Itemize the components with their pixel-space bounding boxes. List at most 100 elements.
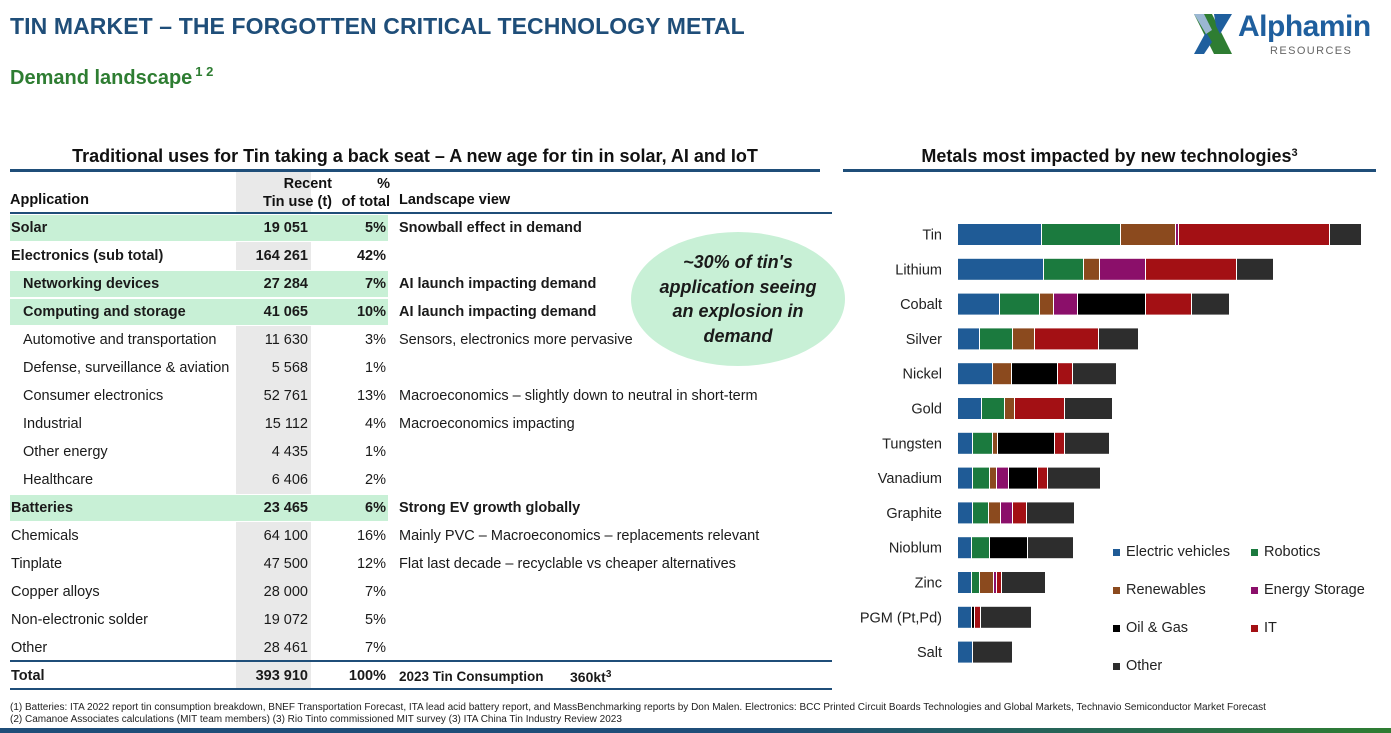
row-application: Tinplate <box>11 556 63 572</box>
tin-cell-bg <box>236 634 311 662</box>
bar-segment <box>981 606 1031 628</box>
table-row: Copper alloys 28 000 7% <box>10 578 832 606</box>
row-application: Defense, surveillance & aviation <box>23 360 230 376</box>
row-tin-use: 23 465 <box>263 500 308 516</box>
table-row: Defense, surveillance & aviation 5 568 1% <box>10 354 832 382</box>
row-highlight <box>10 299 388 325</box>
row-tin-use: 28 000 <box>263 584 308 600</box>
row-application: Batteries <box>11 500 74 516</box>
table-header-rule <box>10 212 832 214</box>
bar-segment <box>1013 502 1026 524</box>
logo-subtitle: RESOURCES <box>1270 45 1353 57</box>
legend-swatch <box>1113 586 1120 594</box>
bar-segment <box>993 432 997 454</box>
legend-item: Other <box>1113 658 1162 674</box>
category-label: Vanadium <box>878 471 942 487</box>
bar-segment <box>958 641 972 663</box>
table-row: Tinplate 47 500 12% Flat last decade – recy… <box>10 550 832 578</box>
row-landscape-view: Strong EV growth globally <box>399 500 581 516</box>
legend-label: Energy Storage <box>1264 582 1365 598</box>
bar-segment <box>1028 537 1073 559</box>
row-application: Healthcare <box>23 472 94 488</box>
bar-segment <box>975 606 980 628</box>
row-landscape-view: AI launch impacting demand <box>399 304 597 320</box>
bar-segment <box>1012 363 1057 385</box>
row-pct: 5% <box>365 220 386 236</box>
legend-item: Renewables <box>1113 582 1206 598</box>
row-highlight <box>10 271 388 297</box>
row-tin-use: 6 406 <box>271 472 308 488</box>
table-row: Electronics (sub total) 164 261 42% <box>10 242 832 270</box>
row-pct: 1% <box>365 360 386 376</box>
bar-segment <box>1065 398 1112 419</box>
bar-segment <box>958 224 1041 245</box>
category-label: Tin <box>922 228 942 244</box>
total-consumption-number: 360kt <box>570 669 606 685</box>
row-tin-use: 164 261 <box>255 248 308 264</box>
table-row: Non-electronic solder 19 072 5% <box>10 606 832 634</box>
row-application: Copper alloys <box>11 584 100 600</box>
row-landscape-view: Mainly PVC – Macroeconomics – replacemen… <box>399 528 760 544</box>
row-highlight <box>10 215 388 241</box>
row-tin-use: 41 065 <box>263 304 308 320</box>
logo-mark-icon <box>1192 12 1234 56</box>
bar-segment <box>958 432 972 454</box>
row-pct: 5% <box>365 612 386 628</box>
category-label: Graphite <box>886 506 942 522</box>
col-header-pct: % of total <box>336 175 390 211</box>
legend-label: Other <box>1126 658 1163 674</box>
table-row: Other 28 461 7% <box>10 634 832 662</box>
row-tin-use: 11 630 <box>264 332 308 348</box>
legend-swatch <box>1251 586 1258 594</box>
bar-segment <box>990 467 996 489</box>
bar-segment <box>1013 328 1034 350</box>
bar-segment <box>958 328 979 350</box>
tin-cell-bg <box>236 382 311 410</box>
row-tin-use: 15 112 <box>264 416 308 432</box>
page-subtitle: Demand landscape 1 2 <box>10 64 213 90</box>
row-tin-use: 4 435 <box>271 444 308 460</box>
tin-cell-bg <box>236 242 311 270</box>
bar-segment <box>1002 572 1045 593</box>
bar-segment <box>1055 432 1064 454</box>
legend-label: Oil & Gas <box>1126 620 1189 636</box>
bar-segment <box>1179 224 1329 245</box>
total-consumption-footnote-ref: 3 <box>605 669 612 680</box>
category-label: Nioblum <box>889 541 942 557</box>
chart-svg: Tin Lithium Cobalt Silver Nickel Gold Tungsten… <box>860 224 1361 663</box>
table-heading-rule <box>10 169 820 172</box>
bar-segment <box>993 363 1011 385</box>
logo-wordmark: Alphamin <box>1238 10 1371 43</box>
category-label: Nickel <box>903 367 942 383</box>
bar-segment <box>982 398 1004 419</box>
row-application: Solar <box>11 220 48 236</box>
legend-item: Oil & Gas <box>1113 620 1188 636</box>
row-tin-use: 5 568 <box>271 360 308 376</box>
row-pct: 2% <box>365 472 386 488</box>
legend-label: Robotics <box>1264 544 1321 560</box>
bar-segment <box>1015 398 1064 419</box>
total-pct: 100% <box>348 668 386 684</box>
row-tin-use: 47 500 <box>263 556 308 572</box>
category-label: Tungsten <box>882 436 942 452</box>
bar-segment <box>989 502 1000 524</box>
bar-segment <box>958 258 1043 280</box>
category-label: Silver <box>906 332 942 348</box>
chart-heading-rule <box>843 169 1376 172</box>
bar-segment <box>973 502 988 524</box>
bar-segment <box>1038 467 1047 489</box>
table-heading: Traditional uses for Tin taking a back s… <box>72 146 758 166</box>
row-landscape-view: Sensors, electronics more pervasive <box>399 332 633 348</box>
demand-callout-text: ~30% of tin's application seeing an expl… <box>659 252 817 346</box>
table-bottom-rule <box>10 688 832 690</box>
bar-segment <box>1042 224 1120 245</box>
table-row: Chemicals 64 100 16% Mainly PVC – Macroecon… <box>10 522 832 550</box>
row-application: Automotive and transportation <box>23 332 217 348</box>
page-title: TIN MARKET – THE FORGOTTEN CRITICAL TECH… <box>10 13 745 39</box>
col-header-application: Application <box>10 192 89 208</box>
total-tin: 393 910 <box>255 668 308 684</box>
legend-item: Robotics <box>1251 544 1320 560</box>
tin-cell-bg <box>236 550 311 578</box>
legend-swatch <box>1251 548 1258 556</box>
bar-segment <box>1146 258 1236 280</box>
